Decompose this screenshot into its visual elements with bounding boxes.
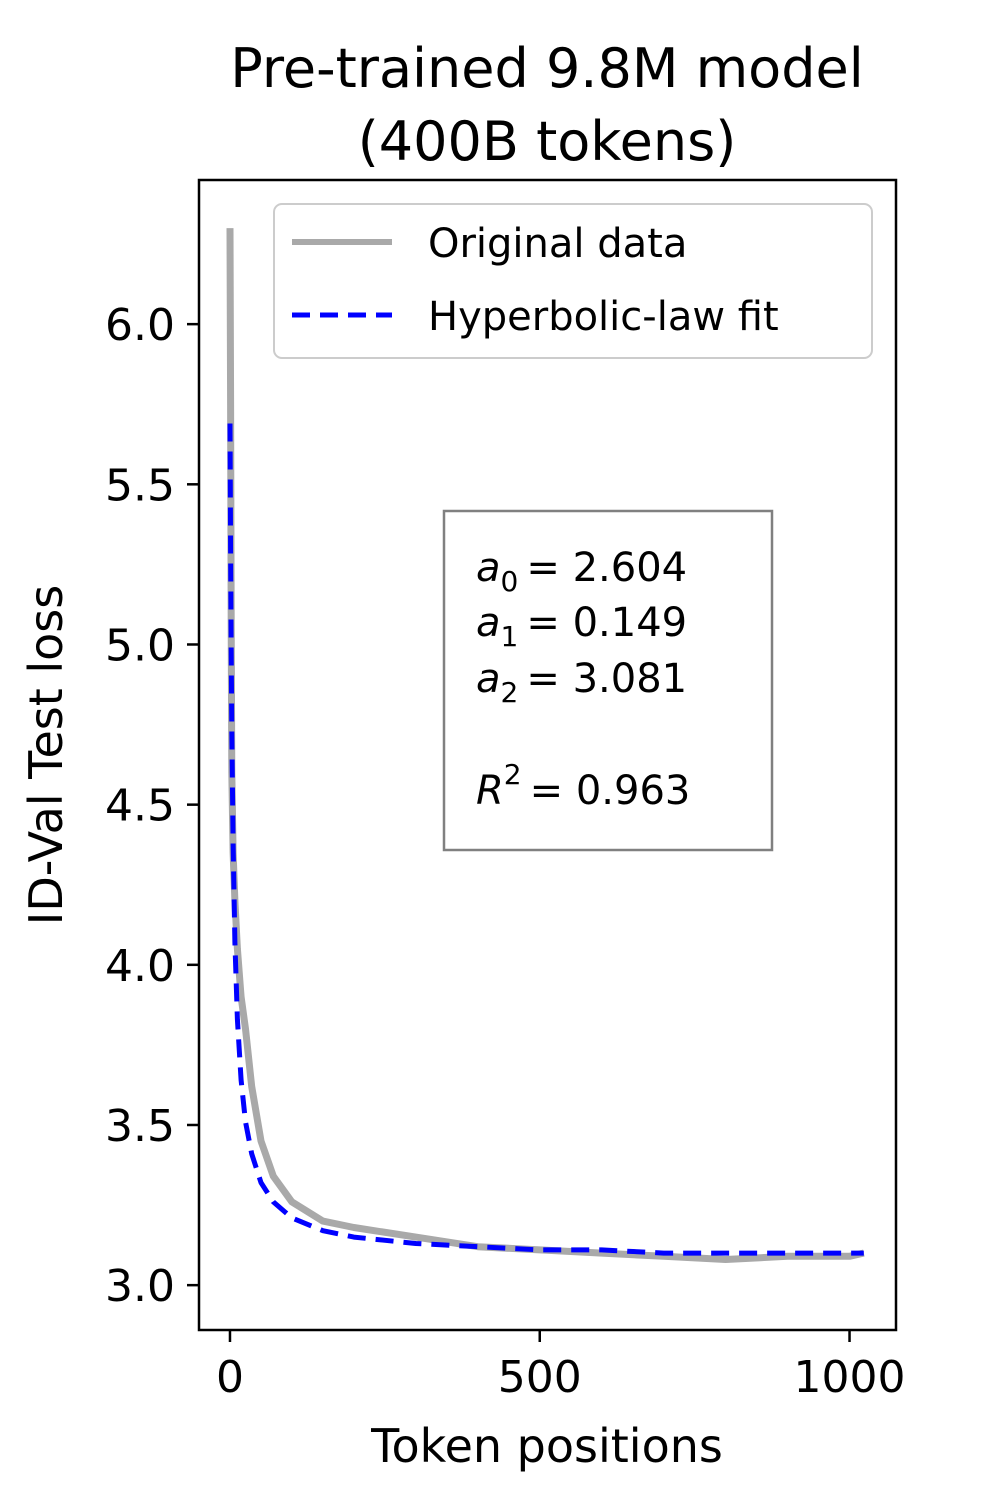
y-tick-label: 5.0 [105,620,175,671]
legend-label-hyperbolic-fit: Hyperbolic-law fit [428,294,779,340]
param-a1-symbol: a [476,600,501,646]
chart-title-line-2: (400B tokens) [358,110,737,173]
legend-label-original-data: Original data [428,221,687,267]
x-tick-label: 500 [498,1352,582,1403]
fit-parameters-box: a0 = 2.604 a1 = 0.149 a2 = 3.081 R2 = 0.963 [442,509,774,852]
y-tick-label: 4.0 [105,941,175,992]
legend: Original data Hyperbolic-law fit [273,203,873,359]
param-a1-sub: 1 [501,620,519,653]
param-r2-value: = 0.963 [530,768,691,814]
y-axis-label: ID-Val Test loss [19,585,73,925]
param-a0-symbol: a [476,545,501,591]
series-layer [226,228,865,1263]
fit-parameters-frame [442,509,774,852]
y-tick-label: 3.0 [105,1261,175,1312]
param-r2-symbol: R [476,768,504,814]
param-a1: a1 = 0.149 [476,600,687,653]
param-a0-value: = 2.604 [526,545,687,591]
param-a2-value: = 3.081 [526,656,687,702]
x-axis-label: Token positions [370,1419,723,1473]
plot-area-frame [197,178,898,1332]
chart-title-line-1: Pre-trained 9.8M model [230,37,863,100]
param-a0-sub: 0 [501,565,519,598]
param-a2-symbol: a [476,656,501,702]
series-line-original-data [226,228,865,1263]
y-tick-label: 3.5 [105,1101,175,1152]
y-tick-label: 5.5 [105,460,175,511]
series-line-hyperbolic-fit [227,423,864,1256]
param-a2: a2 = 3.081 [476,656,687,709]
param-a0: a0 = 2.604 [476,545,687,598]
legend-box [273,203,873,359]
param-r2-sup: 2 [504,758,522,791]
param-a2-sub: 2 [501,676,519,709]
x-tick-label: 0 [216,1352,244,1403]
param-a1-value: = 0.149 [526,600,687,646]
param-r2: R2 = 0.963 [476,758,690,814]
y-tick-label: 4.5 [105,781,175,832]
x-tick-label: 1000 [794,1352,906,1403]
y-tick-label: 6.0 [105,300,175,351]
ticks-layer: 0 500 1000 3.0 3.5 4.0 4.5 5.0 5.5 6.0 [105,300,906,1403]
